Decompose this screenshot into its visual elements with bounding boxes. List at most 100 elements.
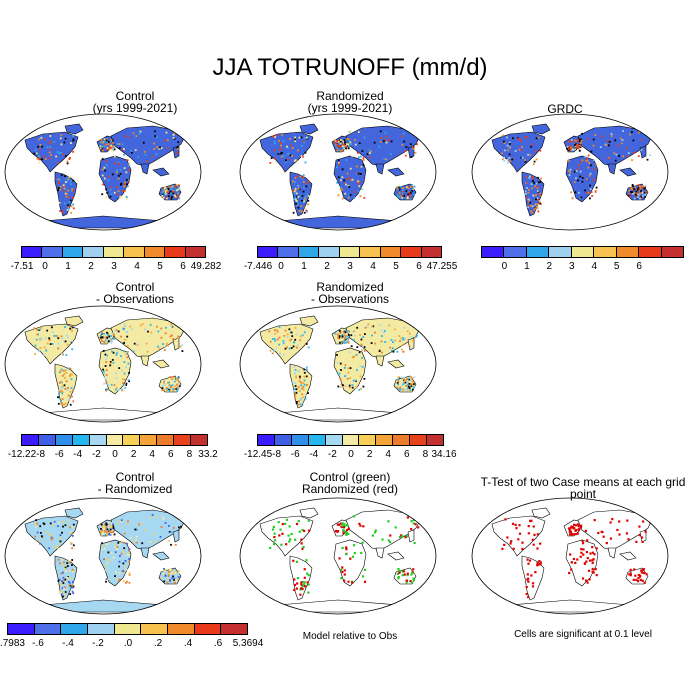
grid-cell	[613, 152, 616, 155]
grid-cell	[133, 342, 136, 345]
grid-cell	[582, 553, 585, 556]
grid-cell	[155, 516, 158, 518]
grid-cell	[279, 142, 282, 144]
colorbar-ticks-randomized: -7.446 0 1 2 3 4 5 6 47.255	[244, 261, 457, 273]
grid-cell	[410, 383, 413, 386]
grid-cell	[103, 145, 106, 147]
grid-cell	[295, 192, 298, 195]
grid-cell	[296, 195, 298, 198]
grid-cell	[33, 152, 35, 155]
grid-cell	[70, 387, 73, 389]
grid-cell	[176, 389, 179, 392]
grid-cell	[102, 350, 105, 352]
continent-shape	[607, 547, 617, 559]
grid-cell	[501, 158, 504, 161]
grid-cell	[139, 130, 142, 133]
grid-cell	[70, 183, 72, 185]
map-border	[4, 113, 202, 231]
grid-cell	[127, 362, 130, 365]
grid-cell	[301, 195, 304, 197]
grid-cell	[68, 581, 71, 584]
grid-cell	[527, 525, 530, 528]
grid-cell	[162, 343, 164, 345]
grid-cell	[352, 339, 355, 341]
grid-cell	[269, 349, 272, 352]
grid-cell	[160, 526, 163, 528]
grid-cell	[526, 573, 529, 576]
grid-cell	[131, 328, 134, 331]
grid-cell	[307, 199, 310, 202]
grid-cell	[110, 146, 113, 149]
grid-cell	[170, 197, 173, 200]
grid-cell	[165, 568, 167, 571]
panel-title-control-obs: Control - Observations	[35, 281, 235, 305]
grid-cell	[114, 575, 116, 577]
grid-cell	[289, 331, 292, 334]
grid-cell	[345, 340, 348, 343]
grid-cell	[355, 354, 358, 356]
grid-cell	[403, 376, 405, 379]
grid-cell	[299, 588, 302, 591]
grid-cell	[360, 165, 363, 168]
grid-cell	[629, 193, 631, 196]
grid-cell	[60, 152, 63, 154]
grid-cell	[410, 520, 413, 523]
grid-cell	[106, 331, 108, 334]
grid-cell	[531, 187, 534, 190]
grid-cell	[285, 518, 289, 521]
grid-cell	[637, 187, 640, 190]
grid-cell	[72, 544, 75, 547]
grid-cell	[130, 150, 132, 152]
grid-cell	[506, 536, 509, 539]
grid-cell	[156, 135, 158, 138]
grid-cell	[124, 565, 127, 567]
grid-cell	[579, 142, 582, 144]
grid-cell	[393, 328, 396, 331]
grid-cell	[339, 140, 342, 143]
grid-cell	[399, 376, 402, 379]
grid-cell	[529, 519, 532, 522]
grid-cell	[403, 327, 406, 329]
grid-cell	[528, 189, 530, 191]
grid-cell	[107, 524, 110, 527]
grid-cell	[347, 185, 350, 187]
colorbar-tick-label: .2	[153, 638, 163, 649]
grid-cell	[578, 140, 581, 143]
grid-cell	[64, 567, 67, 570]
grid-cell	[175, 184, 178, 187]
grid-cell	[338, 330, 341, 332]
grid-cell	[58, 201, 61, 204]
grid-cell	[274, 149, 276, 152]
grid-cell	[338, 523, 341, 526]
grid-cell	[151, 514, 154, 516]
grid-cell	[506, 136, 508, 139]
grid-cell	[297, 196, 300, 198]
grid-cell	[176, 376, 178, 379]
grid-cell	[126, 580, 128, 583]
grid-cell	[627, 538, 630, 541]
grid-cell	[165, 131, 168, 134]
grid-cell	[294, 138, 296, 141]
grid-cell	[334, 332, 337, 335]
grid-cell	[338, 140, 341, 143]
grid-cell	[352, 515, 356, 518]
grid-cell	[629, 572, 632, 575]
grid-cell	[126, 542, 128, 545]
grid-cell	[582, 542, 585, 545]
grid-cell	[534, 206, 537, 209]
grid-cell	[605, 144, 607, 147]
grid-cell	[537, 185, 539, 188]
grid-cell	[568, 145, 571, 148]
grid-cell	[64, 402, 67, 405]
grid-cell	[161, 387, 164, 389]
grid-cell	[303, 140, 305, 143]
grid-cell	[168, 185, 171, 188]
grid-cell	[337, 530, 340, 533]
grid-cell	[175, 185, 177, 188]
grid-cell	[589, 172, 592, 175]
grid-cell	[373, 141, 376, 144]
grid-cell	[128, 573, 131, 576]
grid-cell	[103, 177, 106, 180]
grid-cell	[302, 396, 305, 398]
grid-cell	[111, 173, 114, 176]
